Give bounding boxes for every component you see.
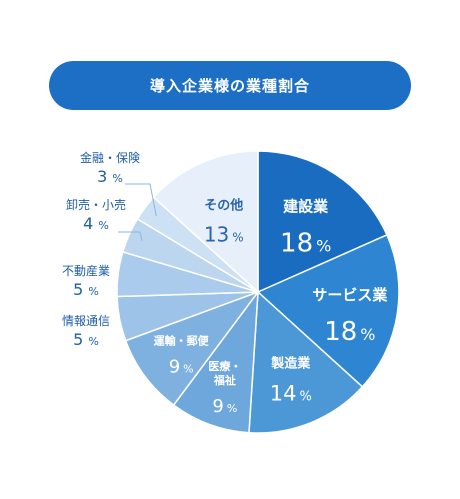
slice-value: 4 %: [83, 214, 109, 233]
pie-slice: [248, 290, 364, 434]
slice-name: 情報通信: [61, 314, 110, 328]
slice-name: サービス業: [312, 286, 388, 304]
pie-slice: [124, 290, 261, 407]
slice-value: 14%: [270, 382, 312, 406]
slice-name: 金融・保険: [79, 151, 140, 165]
slice-name: 不動産業: [61, 264, 110, 278]
slice-label: 医療・福祉 9%: [208, 359, 241, 417]
slice-label: 建設業 18%: [280, 198, 331, 259]
slice-value: 9%: [212, 396, 237, 417]
slice-name: 医療・: [208, 359, 241, 373]
leader-line: [118, 231, 143, 241]
label-oroshi-kouri: 卸売・小売 4 %: [56, 197, 136, 237]
slice-value: 5 %: [73, 280, 99, 299]
slice-value: 5 %: [73, 330, 99, 349]
pie-slice: [257, 150, 388, 294]
slice-name: 建設業: [283, 198, 329, 216]
slice-value: 18%: [324, 317, 375, 347]
pie-slice: [152, 150, 259, 294]
slice-label: 運輸・郵便 9%: [154, 333, 210, 377]
label-jouhou-tsuushin: 情報通信 5 %: [46, 313, 126, 353]
slice-value: 3 %: [97, 167, 123, 186]
leader-line: [125, 183, 157, 217]
slice-name: 製造業: [270, 356, 311, 372]
chart-title: 導入企業様の業種割合: [49, 61, 411, 110]
slice-label: 製造業 14%: [270, 356, 312, 406]
slice-label: その他 13%: [204, 198, 244, 247]
label-fudousan: 不動産業 5 %: [46, 263, 126, 303]
slice-value: 13%: [204, 223, 244, 247]
slice-label: サービス業 18%: [312, 286, 388, 347]
slice-name: 福祉: [213, 373, 236, 387]
pie-slice: [172, 289, 259, 434]
slice-value: 9%: [169, 356, 194, 377]
slice-value: 18%: [280, 229, 331, 259]
slice-name: 卸売・小売: [65, 198, 126, 212]
label-kinyu-hoken: 金融・保険 3 %: [70, 150, 150, 190]
pie-slice: [256, 233, 400, 388]
slice-name: 運輸・郵便: [154, 333, 210, 347]
slice-name: その他: [204, 198, 243, 214]
